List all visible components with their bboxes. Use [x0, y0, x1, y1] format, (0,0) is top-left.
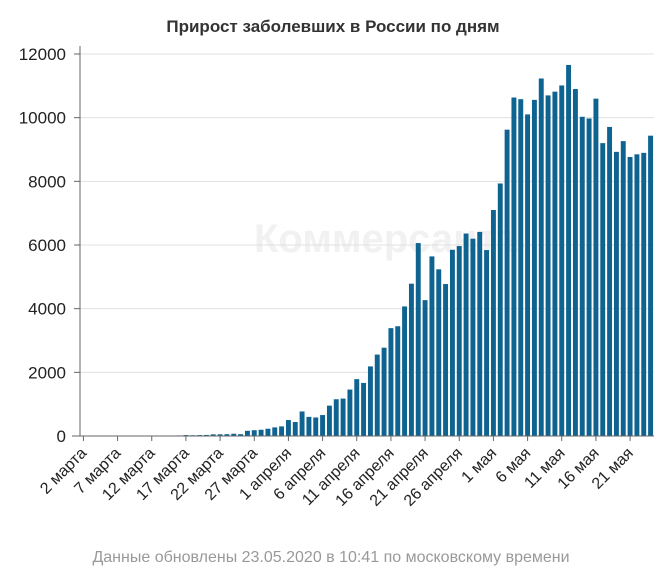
- bar: [279, 426, 285, 436]
- bar: [607, 126, 613, 437]
- bar: [538, 78, 544, 436]
- bar: [641, 152, 647, 436]
- bar-series: [80, 64, 654, 437]
- bar: [613, 151, 619, 437]
- bar: [299, 411, 305, 436]
- bar: [593, 98, 599, 436]
- bar: [374, 354, 380, 436]
- bar: [217, 434, 223, 436]
- chart-title: Прирост заболевших в России по дням: [166, 17, 499, 36]
- bar: [545, 95, 551, 437]
- bar: [497, 183, 503, 436]
- bar: [224, 434, 230, 436]
- bar: [490, 210, 496, 436]
- bar: [272, 427, 278, 436]
- y-tick-label: 0: [57, 427, 66, 446]
- bar: [238, 434, 244, 436]
- bar: [333, 399, 339, 436]
- bar: [586, 118, 592, 437]
- bar: [361, 382, 367, 436]
- bar: [634, 154, 640, 436]
- axes: [72, 46, 654, 437]
- bar: [354, 379, 360, 436]
- bar: [504, 129, 510, 437]
- bar: [422, 300, 428, 436]
- bar: [484, 250, 490, 436]
- bar: [477, 231, 483, 436]
- bar: [265, 428, 271, 436]
- bar: [285, 420, 291, 436]
- bar: [408, 283, 414, 436]
- bar: [518, 99, 524, 437]
- y-axis-ticks: 0 2000 4000 6000 8000 10000 12000: [19, 45, 66, 446]
- x-tick-label: 1 мая: [459, 445, 501, 487]
- bar: [210, 434, 216, 436]
- bar: [402, 306, 408, 436]
- bar: [340, 398, 346, 436]
- bar: [367, 366, 373, 436]
- bar: [579, 116, 585, 436]
- bar: [648, 135, 654, 436]
- y-tick-label: 8000: [28, 172, 66, 191]
- bar: [258, 429, 264, 436]
- y-tick-label: 2000: [28, 363, 66, 382]
- bar: [525, 114, 531, 437]
- bar: [600, 143, 606, 436]
- bar: [244, 430, 250, 436]
- bar: [559, 85, 565, 436]
- bar: [470, 238, 476, 436]
- bar: [627, 157, 633, 436]
- bar: [429, 256, 435, 436]
- bar: [436, 269, 442, 436]
- bar: [381, 347, 387, 436]
- bar: [415, 243, 421, 436]
- bar: [231, 433, 237, 436]
- y-tick-label: 4000: [28, 300, 66, 319]
- bar: [203, 434, 209, 436]
- bar: [552, 91, 558, 436]
- bar: [320, 415, 326, 436]
- bar: [456, 246, 462, 436]
- bar: [251, 430, 257, 436]
- bar: [292, 421, 298, 436]
- bar: [395, 326, 401, 436]
- bar: [511, 97, 517, 437]
- bar: [463, 233, 469, 436]
- bar: [306, 416, 312, 436]
- y-tick-label: 6000: [28, 236, 66, 255]
- bar: [326, 405, 332, 436]
- bar: [449, 249, 455, 436]
- update-note: Данные обновлены 23.05.2020 в 10:41 по м…: [92, 549, 569, 566]
- bar: [531, 99, 537, 437]
- bar: [313, 417, 319, 436]
- bar: [572, 89, 578, 437]
- grid-lines: [80, 53, 654, 373]
- bar: [388, 328, 394, 436]
- y-tick-label: 10000: [19, 109, 66, 128]
- bar: [566, 64, 572, 436]
- bar: [443, 284, 449, 436]
- y-tick-label: 12000: [19, 45, 66, 64]
- bar: [620, 141, 626, 436]
- bar: [347, 389, 353, 436]
